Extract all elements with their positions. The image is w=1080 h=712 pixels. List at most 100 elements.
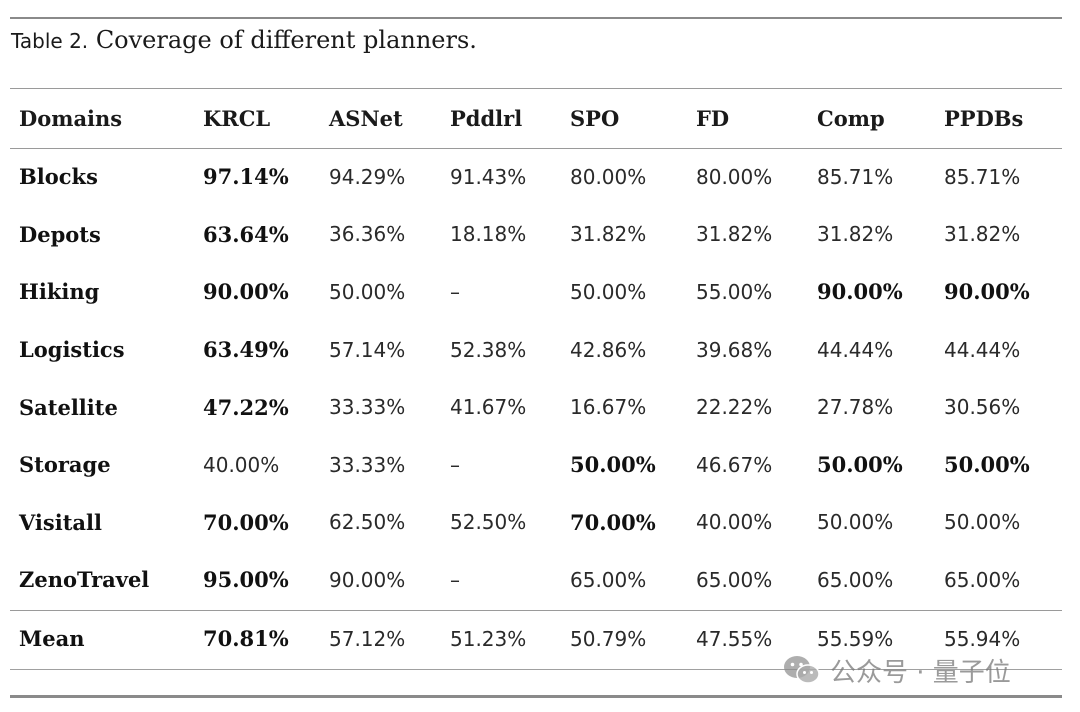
header-fd: FD [696, 106, 730, 131]
cell-domain: Depots [19, 221, 101, 247]
cell-fd: 65.00% [696, 567, 773, 592]
header-ppdbs: PPDBs [944, 106, 1024, 131]
cell-comp: 31.82% [817, 222, 894, 247]
table-caption: Table 2. Coverage of different planners. [11, 24, 477, 57]
mean-row: Mean 70.81% 57.12% 51.23% 50.79% 47.55% 55.59%… [10, 609, 1062, 669]
bottom-rule [10, 695, 1062, 698]
cell-spo: 80.00% [570, 164, 647, 189]
cell-spo: 50.79% [570, 626, 647, 651]
cell-ppdbs: 85.71% [944, 164, 1021, 189]
cell-krcl: 90.00% [203, 279, 289, 305]
header-asnet: ASNet [329, 106, 403, 131]
cell-asnet: 94.29% [329, 164, 406, 189]
cell-asnet: 57.12% [329, 626, 406, 651]
cell-krcl: 47.22% [203, 394, 289, 420]
cell-domain: Hiking [19, 279, 100, 305]
cell-domain: ZenoTravel [19, 567, 150, 593]
cell-comp: 50.00% [817, 510, 894, 535]
table-row: Depots 63.64% 36.36% 18.18% 31.82% 31.82% 31.8… [10, 206, 1062, 264]
cell-comp: 65.00% [817, 567, 894, 592]
wechat-icon [784, 656, 820, 684]
header-pddlrl: Pddlrl [450, 106, 523, 131]
cell-asnet: 50.00% [329, 279, 406, 304]
cell-pddlrl: 52.38% [450, 337, 527, 362]
cell-spo: 50.00% [570, 279, 647, 304]
cell-asnet: 33.33% [329, 452, 406, 477]
cell-krcl: 95.00% [203, 567, 289, 593]
cell-comp: 27.78% [817, 395, 894, 420]
header-row: Domains KRCL ASNet Pddlrl SPO FD Comp PP… [10, 89, 1062, 148]
cell-krcl: 70.00% [203, 509, 289, 535]
cell-fd: 80.00% [696, 164, 773, 189]
cell-spo: 16.67% [570, 395, 647, 420]
caption-text: Coverage of different planners. [95, 26, 477, 54]
cell-pddlrl: – [450, 452, 460, 477]
cell-spo: 31.82% [570, 222, 647, 247]
table-body: Blocks 97.14% 94.29% 91.43% 80.00% 80.00% 85.7… [10, 148, 1062, 669]
cell-spo: 70.00% [570, 509, 656, 535]
cell-spo: 42.86% [570, 337, 647, 362]
cell-pddlrl: 18.18% [450, 222, 527, 247]
cell-spo: 50.00% [570, 452, 656, 478]
header-spo: SPO [570, 106, 620, 131]
watermark: 公众号 · 量子位 [782, 650, 1011, 690]
cell-ppdbs: 31.82% [944, 222, 1021, 247]
cell-domain: Satellite [19, 394, 118, 420]
cell-krcl: 97.14% [203, 164, 289, 190]
cell-krcl: 63.49% [203, 337, 289, 363]
table-row: Visitall 70.00% 62.50% 52.50% 70.00% 40.00% 50… [10, 494, 1062, 552]
cell-asnet: 36.36% [329, 222, 406, 247]
caption-label: Table 2. [11, 29, 89, 53]
cell-ppdbs: 50.00% [944, 452, 1030, 478]
cell-comp: 50.00% [817, 452, 903, 478]
cell-asnet: 57.14% [329, 337, 406, 362]
cell-comp: 90.00% [817, 279, 903, 305]
cell-asnet: 90.00% [329, 567, 406, 592]
coverage-table: Domains KRCL ASNet Pddlrl SPO FD Comp PP… [10, 89, 1062, 669]
cell-comp: 44.44% [817, 337, 894, 362]
cell-krcl: 63.64% [203, 221, 289, 247]
cell-pddlrl: 91.43% [450, 164, 527, 189]
cell-domain: Storage [19, 452, 111, 478]
table-row: Storage 40.00% 33.33% – 50.00% 46.67% 50.00% 50… [10, 436, 1062, 494]
cell-ppdbs: 90.00% [944, 279, 1030, 305]
cell-pddlrl: 51.23% [450, 626, 527, 651]
watermark-text: 公众号 · 量子位 [830, 657, 1011, 688]
cell-pddlrl: – [450, 279, 460, 304]
header-comp: Comp [817, 106, 885, 131]
cell-fd: 47.55% [696, 626, 773, 651]
mean-bottom-rule [10, 669, 1062, 670]
cell-domain: Blocks [19, 164, 98, 190]
cell-asnet: 33.33% [329, 395, 406, 420]
cell-pddlrl: 52.50% [450, 510, 527, 535]
cell-comp: 55.59% [817, 626, 894, 651]
cell-spo: 65.00% [570, 567, 647, 592]
cell-fd: 46.67% [696, 452, 773, 477]
table-row: Satellite 47.22% 33.33% 41.67% 16.67% 22.22% 2… [10, 378, 1062, 436]
cell-pddlrl: – [450, 567, 460, 592]
header-krcl: KRCL [203, 106, 271, 131]
cell-asnet: 62.50% [329, 510, 406, 535]
mean-top-rule [10, 610, 1062, 611]
header-domains: Domains [19, 106, 123, 131]
table-row: Logistics 63.49% 57.14% 52.38% 42.86% 39.68% 4… [10, 321, 1062, 379]
cell-ppdbs: 30.56% [944, 395, 1021, 420]
cell-fd: 55.00% [696, 279, 773, 304]
header-top-rule [10, 88, 1062, 89]
table-row: Blocks 97.14% 94.29% 91.43% 80.00% 80.00% 85.7… [10, 148, 1062, 206]
table-row: Hiking 90.00% 50.00% – 50.00% 55.00% 90.00% 90.… [10, 263, 1062, 321]
table-row: ZenoTravel 95.00% 90.00% – 65.00% 65.00% 65.00… [10, 551, 1062, 609]
cell-ppdbs: 65.00% [944, 567, 1021, 592]
top-rule [10, 17, 1062, 19]
cell-ppdbs: 44.44% [944, 337, 1021, 362]
cell-ppdbs: 50.00% [944, 510, 1021, 535]
cell-krcl: 70.81% [203, 626, 289, 652]
cell-domain: Visitall [19, 509, 102, 535]
cell-domain: Mean [19, 626, 85, 652]
cell-pddlrl: 41.67% [450, 395, 527, 420]
cell-domain: Logistics [19, 337, 125, 363]
cell-fd: 39.68% [696, 337, 773, 362]
cell-ppdbs: 55.94% [944, 626, 1021, 651]
cell-fd: 31.82% [696, 222, 773, 247]
header-bottom-rule [10, 148, 1062, 149]
